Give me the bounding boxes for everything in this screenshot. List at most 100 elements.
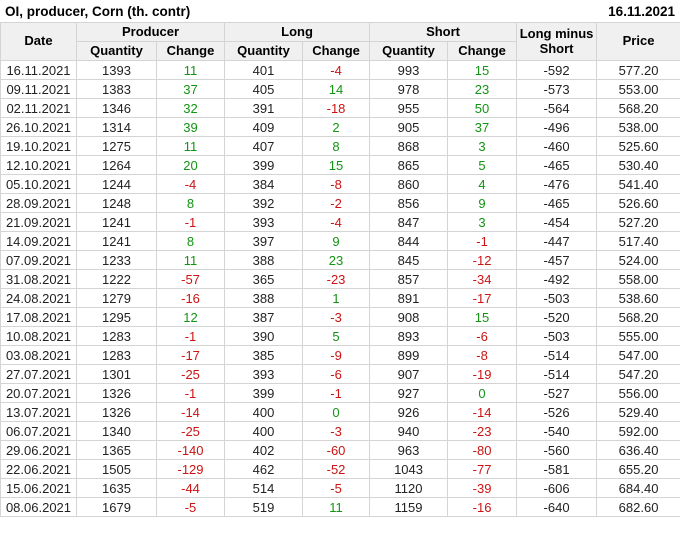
- long-change-cell: -52: [302, 459, 371, 479]
- long-minus-short-cell: -460: [516, 136, 598, 156]
- long-minus-short-cell: -465: [516, 193, 598, 213]
- table-row: 29.06.2021 1365 -140 402 -60 963 -80 -560 636.40: [0, 440, 680, 460]
- long-minus-short-cell: -503: [516, 326, 598, 346]
- short-quantity-cell: 908: [369, 307, 449, 327]
- producer-change-cell: 8: [155, 231, 226, 251]
- table-row: 24.08.2021 1279 -16 388 1 891 -17 -503 538.60: [0, 288, 680, 308]
- short-change-cell: 3: [447, 136, 518, 156]
- column-header-price: Price: [596, 22, 680, 61]
- long-quantity-cell: 385: [224, 345, 304, 365]
- producer-change-cell: 8: [155, 193, 226, 213]
- short-change-cell: -34: [447, 269, 518, 289]
- long-change-cell: 9: [302, 231, 371, 251]
- producer-change-cell: -5: [155, 497, 226, 517]
- column-header-long-minus-short: Long minus Short: [516, 22, 598, 61]
- long-minus-short-cell: -573: [516, 79, 598, 99]
- table-row: 08.06.2021 1679 -5 519 11 1159 -16 -640 682.60: [0, 497, 680, 517]
- price-cell: 556.00: [596, 383, 680, 403]
- price-cell: 577.20: [596, 60, 680, 80]
- short-change-cell: 15: [447, 307, 518, 327]
- long-quantity-cell: 390: [224, 326, 304, 346]
- producer-change-cell: -1: [155, 383, 226, 403]
- long-change-cell: -2: [302, 193, 371, 213]
- long-change-cell: -1: [302, 383, 371, 403]
- table-row: 20.07.2021 1326 -1 399 -1 927 0 -527 556.00: [0, 383, 680, 403]
- short-quantity-cell: 893: [369, 326, 449, 346]
- producer-change-cell: -25: [155, 364, 226, 384]
- long-change-cell: -4: [302, 212, 371, 232]
- short-change-cell: -14: [447, 402, 518, 422]
- date-cell: 28.09.2021: [0, 193, 77, 213]
- long-minus-short-cell: -514: [516, 364, 598, 384]
- short-quantity-cell: 905: [369, 117, 449, 137]
- producer-quantity-cell: 1340: [76, 421, 157, 441]
- producer-quantity-cell: 1393: [76, 60, 157, 80]
- table-row: 12.10.2021 1264 20 399 15 865 5 -465 530.40: [0, 155, 680, 175]
- producer-quantity-cell: 1383: [76, 79, 157, 99]
- long-change-cell: 11: [302, 497, 371, 517]
- long-change-cell: -6: [302, 364, 371, 384]
- long-quantity-cell: 519: [224, 497, 304, 517]
- table-row: 16.11.2021 1393 11 401 -4 993 15 -592 577.20: [0, 60, 680, 80]
- table-row: 21.09.2021 1241 -1 393 -4 847 3 -454 527.20: [0, 212, 680, 232]
- producer-quantity-cell: 1222: [76, 269, 157, 289]
- long-quantity-cell: 393: [224, 212, 304, 232]
- date-cell: 15.06.2021: [0, 478, 77, 498]
- short-change-cell: -8: [447, 345, 518, 365]
- table-row: 31.08.2021 1222 -57 365 -23 857 -34 -492 558.00: [0, 269, 680, 289]
- long-quantity-cell: 401: [224, 60, 304, 80]
- producer-quantity-cell: 1283: [76, 345, 157, 365]
- price-cell: 655.20: [596, 459, 680, 479]
- date-cell: 19.10.2021: [0, 136, 77, 156]
- long-quantity-cell: 400: [224, 421, 304, 441]
- long-quantity-cell: 400: [224, 402, 304, 422]
- long-quantity-cell: 462: [224, 459, 304, 479]
- producer-quantity-cell: 1346: [76, 98, 157, 118]
- date-cell: 08.06.2021: [0, 497, 77, 517]
- long-quantity-cell: 387: [224, 307, 304, 327]
- long-minus-short-cell: -454: [516, 212, 598, 232]
- price-cell: 541.40: [596, 174, 680, 194]
- short-change-cell: -12: [447, 250, 518, 270]
- short-quantity-cell: 978: [369, 79, 449, 99]
- date-cell: 06.07.2021: [0, 421, 77, 441]
- producer-change-cell: 12: [155, 307, 226, 327]
- long-change-cell: -3: [302, 421, 371, 441]
- column-group-long: Long: [224, 22, 371, 42]
- price-cell: 547.00: [596, 345, 680, 365]
- report-date: 16.11.2021: [608, 3, 675, 19]
- producer-change-cell: 37: [155, 79, 226, 99]
- column-header-producer-quantity: Quantity: [76, 41, 157, 61]
- short-quantity-cell: 963: [369, 440, 449, 460]
- producer-change-cell: -17: [155, 345, 226, 365]
- long-quantity-cell: 405: [224, 79, 304, 99]
- short-quantity-cell: 856: [369, 193, 449, 213]
- long-quantity-cell: 399: [224, 383, 304, 403]
- price-cell: 568.20: [596, 307, 680, 327]
- price-cell: 682.60: [596, 497, 680, 517]
- producer-quantity-cell: 1679: [76, 497, 157, 517]
- long-quantity-cell: 391: [224, 98, 304, 118]
- date-cell: 17.08.2021: [0, 307, 77, 327]
- producer-quantity-cell: 1248: [76, 193, 157, 213]
- table-row: 28.09.2021 1248 8 392 -2 856 9 -465 526.60: [0, 193, 680, 213]
- producer-quantity-cell: 1244: [76, 174, 157, 194]
- long-minus-short-cell: -527: [516, 383, 598, 403]
- producer-change-cell: -140: [155, 440, 226, 460]
- short-change-cell: 0: [447, 383, 518, 403]
- date-cell: 20.07.2021: [0, 383, 77, 403]
- producer-quantity-cell: 1241: [76, 231, 157, 251]
- short-quantity-cell: 926: [369, 402, 449, 422]
- producer-change-cell: 11: [155, 60, 226, 80]
- long-minus-short-cell: -457: [516, 250, 598, 270]
- date-cell: 02.11.2021: [0, 98, 77, 118]
- short-quantity-cell: 891: [369, 288, 449, 308]
- short-change-cell: 3: [447, 212, 518, 232]
- table-row: 03.08.2021 1283 -17 385 -9 899 -8 -514 547.00: [0, 345, 680, 365]
- date-cell: 21.09.2021: [0, 212, 77, 232]
- short-quantity-cell: 993: [369, 60, 449, 80]
- short-change-cell: 5: [447, 155, 518, 175]
- price-cell: 524.00: [596, 250, 680, 270]
- long-minus-short-cell: -564: [516, 98, 598, 118]
- table-row: 27.07.2021 1301 -25 393 -6 907 -19 -514 547.20: [0, 364, 680, 384]
